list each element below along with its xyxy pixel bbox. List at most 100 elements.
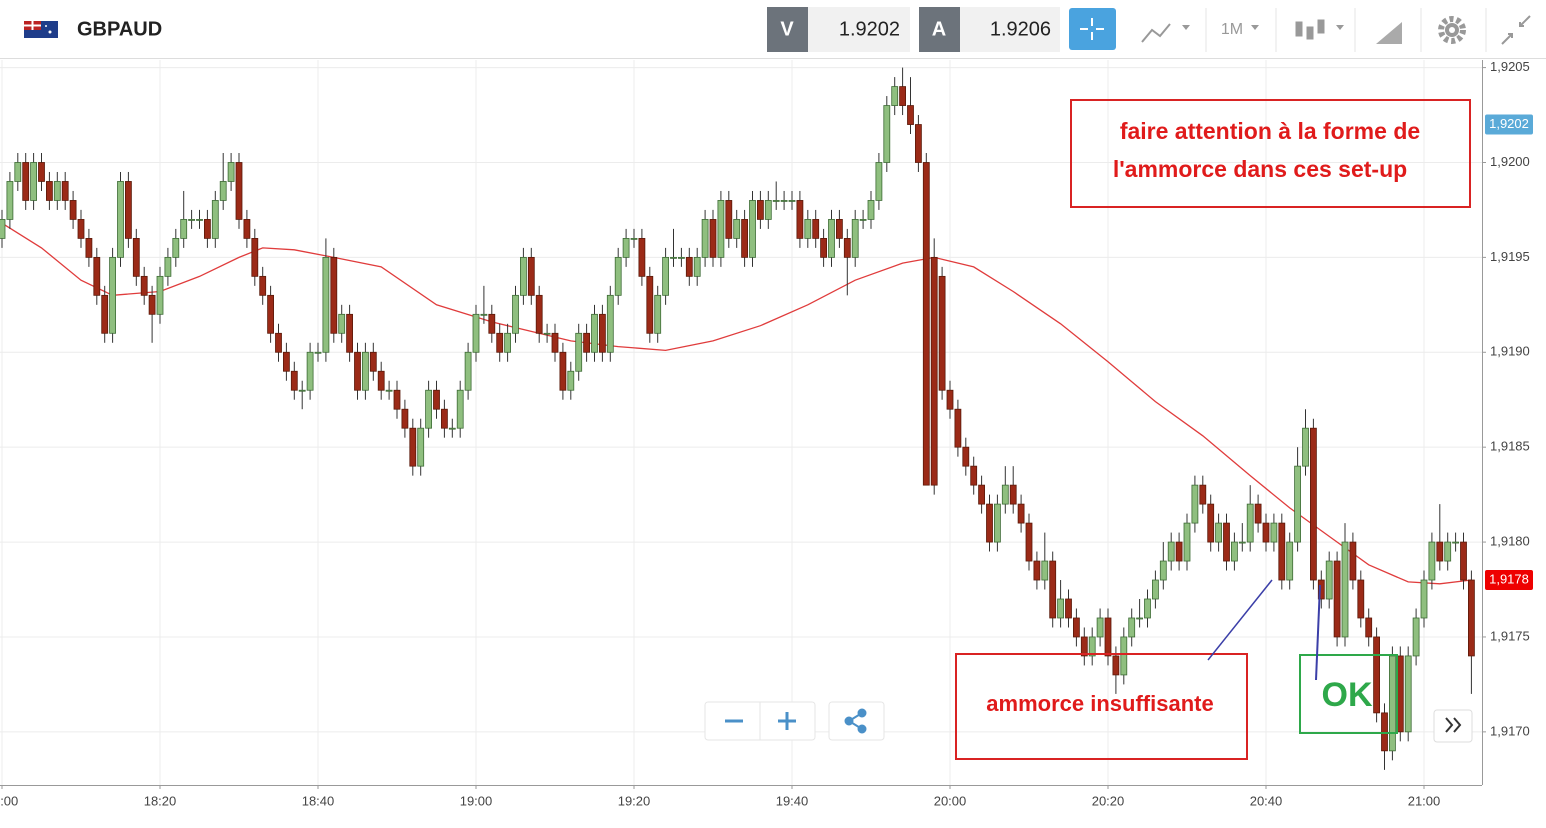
candle-body: [1152, 579, 1159, 600]
candle-body: [314, 351, 322, 354]
zoom-in[interactable]: [778, 712, 796, 730]
timeframe[interactable]: 1M: [1221, 21, 1243, 38]
x-tick-label: 20:40: [1250, 793, 1283, 808]
x-tick-label: 18:40: [302, 793, 335, 808]
y-tick-label: 1,9195: [1490, 249, 1530, 264]
candle-body: [725, 200, 733, 239]
candle-body: [464, 351, 472, 391]
candle-body: [1310, 427, 1317, 581]
candle-body: [188, 219, 196, 221]
candle-body: [1333, 560, 1341, 638]
candle-body: [101, 294, 109, 334]
candle-body: [772, 200, 780, 202]
candle-body: [164, 256, 172, 277]
candle-body: [251, 238, 259, 277]
candle-body: [512, 294, 519, 334]
candle-body: [180, 219, 188, 239]
crosshair-button[interactable]: [1069, 8, 1116, 50]
ask-label: A: [932, 18, 946, 40]
y-tick-label: 1,9190: [1490, 344, 1530, 359]
x-tick-label: 19:20: [618, 793, 651, 808]
y-tick-label: 1,9180: [1490, 534, 1530, 549]
indicator-button[interactable]: [1141, 23, 1190, 43]
candle-body: [614, 256, 622, 296]
candle-body: [1096, 617, 1104, 638]
candle-body: [1049, 560, 1057, 619]
candle-body: [1270, 522, 1278, 543]
candle-body: [757, 200, 764, 220]
candle-body: [259, 275, 267, 296]
candle-body: [219, 181, 227, 201]
candle-body: [46, 181, 53, 201]
note-line: faire attention à la forme de: [1120, 118, 1420, 144]
candle-body: [488, 313, 496, 334]
candle-body: [1065, 598, 1072, 619]
ok-label: OK: [1322, 676, 1373, 714]
candle-body: [520, 256, 527, 296]
candle-body: [14, 162, 22, 182]
candle-body: [1286, 541, 1294, 581]
ask-box[interactable]: [960, 7, 1060, 52]
candle-body: [701, 219, 709, 258]
settings-button[interactable]: [1438, 16, 1466, 44]
candle-body: [275, 332, 282, 353]
candle-body: [69, 200, 77, 220]
collapse-button[interactable]: [1501, 15, 1531, 45]
candle-body: [1001, 484, 1009, 505]
candle-body: [227, 162, 235, 182]
share-button[interactable]: [844, 708, 867, 734]
candle-body: [282, 351, 290, 372]
x-tick-label: 21:00: [1408, 793, 1441, 808]
candle-body: [1460, 541, 1467, 581]
draw-button[interactable]: [1376, 22, 1402, 44]
candle-body: [456, 389, 464, 429]
scroll-end[interactable]: [1445, 717, 1462, 733]
candle-body: [899, 86, 906, 106]
candle-body: [804, 219, 812, 239]
price-marker-label: 1,9202: [1489, 116, 1529, 131]
candle-body: [599, 313, 606, 353]
candle-body: [369, 351, 377, 372]
candle-body: [559, 351, 567, 391]
candle-body: [93, 256, 101, 296]
price-marker-label: 1,9178: [1489, 571, 1529, 586]
candle-body: [583, 332, 590, 353]
timeframe-caret: [1251, 25, 1259, 30]
candle-body: [1167, 541, 1175, 562]
bid-box[interactable]: [808, 7, 910, 52]
candle-body: [1080, 636, 1088, 657]
candle-body: [1412, 617, 1420, 657]
weak-label: ammorce insuffisante: [986, 691, 1213, 716]
candle-body: [480, 313, 488, 316]
candle-body: [709, 219, 717, 258]
candle-body: [1088, 636, 1096, 657]
candle-body: [970, 465, 978, 486]
candle-body: [875, 162, 883, 201]
candle-body: [235, 162, 243, 220]
candle-body: [496, 332, 504, 353]
bid-label: V: [780, 18, 794, 40]
candle-body: [440, 408, 448, 429]
candle-body: [930, 256, 938, 486]
candle-body: [1246, 503, 1254, 543]
candle-body: [1215, 522, 1222, 543]
candle-body: [891, 86, 899, 106]
candle-body: [385, 389, 393, 392]
candle-body: [780, 200, 788, 202]
ask-price: 1.9206: [990, 18, 1051, 40]
chart-type-button[interactable]: [1295, 19, 1344, 40]
plot-area: 1,9170 1,9175 1,9180 1,9185 1,9190 1,9195 1,92…: [0, 59, 1533, 808]
y-tick-label: 1,9205: [1490, 59, 1530, 74]
candle-body: [117, 181, 124, 258]
candle-body: [1175, 541, 1183, 562]
candle-body: [1396, 655, 1404, 733]
candle-body: [1231, 541, 1238, 562]
candle-body: [211, 200, 219, 239]
candle-body: [1404, 655, 1412, 733]
candle-body: [172, 238, 180, 258]
candle-body: [377, 370, 385, 391]
candle-body: [298, 389, 306, 392]
candle-body: [733, 219, 741, 239]
candle-body: [567, 370, 575, 391]
